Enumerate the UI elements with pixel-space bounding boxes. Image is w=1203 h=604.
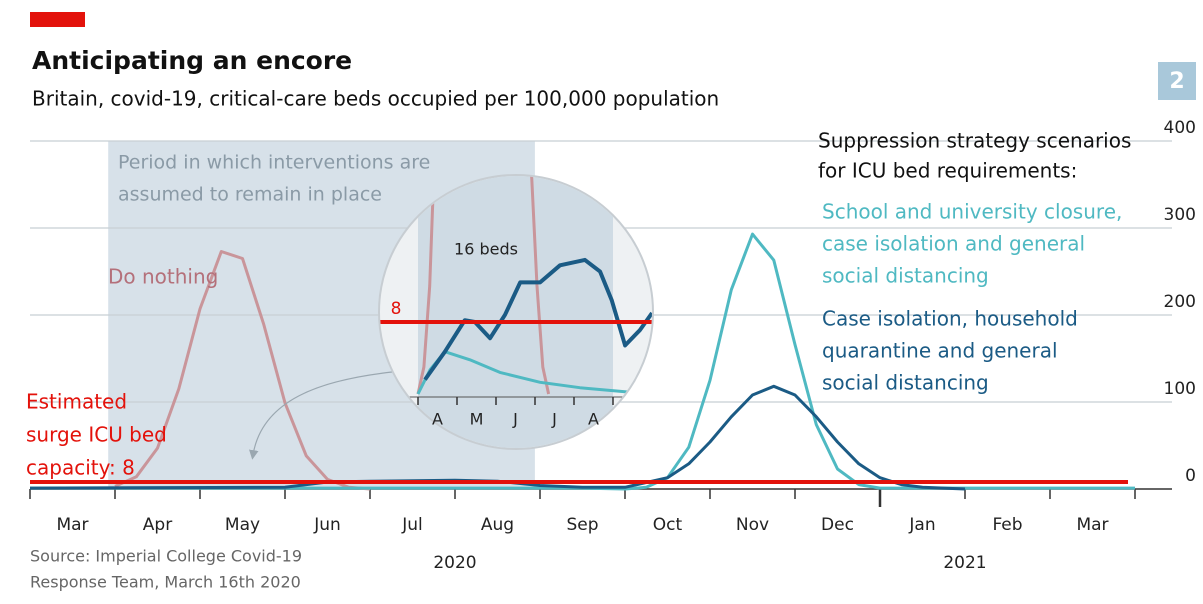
- y-tick-label: 400: [1164, 118, 1196, 138]
- y-tick-label: 0: [1185, 466, 1196, 486]
- inset-period: [418, 176, 613, 448]
- inset: A M J J A 8 16 beds: [378, 174, 654, 450]
- x-tick-label: Apr: [143, 515, 172, 535]
- year-label: 2021: [943, 553, 986, 573]
- x-tick-label: Jul: [401, 515, 423, 535]
- chart-subtitle: Britain, covid-19, critical-care beds oc…: [32, 87, 719, 111]
- y-tick-label: 300: [1164, 205, 1196, 225]
- legend-title: for ICU bed requirements:: [818, 159, 1077, 183]
- inset-x-label: M: [470, 410, 484, 429]
- period-label: Period in which interventions are: [118, 152, 430, 174]
- y-tick-label: 200: [1164, 292, 1196, 312]
- period-label: assumed to remain in place: [118, 184, 382, 206]
- brand-bar: [30, 12, 85, 27]
- inset-capacity-label: 8: [391, 299, 402, 319]
- badge-box: [1158, 62, 1196, 100]
- year-label: 2020: [433, 553, 476, 573]
- legend-entry: social distancing: [822, 371, 989, 395]
- inset-x-label: J: [512, 410, 518, 429]
- pointer-arrow: [249, 371, 393, 460]
- inset-x-label: A: [432, 410, 443, 429]
- inset-x-label: A: [588, 410, 599, 429]
- series-line: [30, 232, 1135, 491]
- inset-clip-group: [380, 176, 652, 448]
- series-annotation: Do nothing: [108, 265, 218, 289]
- x-tick-label: Jan: [908, 515, 935, 535]
- y-tick-label: 100: [1164, 379, 1196, 399]
- x-tick-label: Jun: [313, 515, 341, 535]
- x-tick-label: Dec: [821, 515, 854, 535]
- capacity-label: capacity: 8: [26, 456, 135, 480]
- source: Response Team, March 16th 2020: [30, 573, 301, 592]
- inset-series-line: [416, 176, 551, 395]
- legend-entry: Case isolation, household: [822, 307, 1078, 331]
- badge: 2: [1169, 69, 1184, 94]
- legend-title: Suppression strategy scenarios: [818, 129, 1131, 153]
- x-tick-label: Oct: [653, 515, 683, 535]
- x-tick-label: Aug: [481, 515, 514, 535]
- x-tick-label: Feb: [992, 515, 1022, 535]
- legend-entry: quarantine and general: [822, 339, 1058, 363]
- series-line: [114, 250, 371, 491]
- x-tick-label: Nov: [736, 515, 769, 535]
- chart-title: Anticipating an encore: [32, 46, 352, 75]
- x-tick-label: May: [225, 515, 260, 535]
- x-tick-label: Mar: [56, 515, 88, 535]
- capacity-label: Estimated: [26, 390, 127, 414]
- capacity-label: surge ICU bed: [26, 423, 167, 447]
- inset-x-label: J: [551, 410, 557, 429]
- x-tick-label: Mar: [1076, 515, 1108, 535]
- legend-entry: social distancing: [822, 264, 989, 288]
- source: Source: Imperial College Covid-19: [30, 547, 302, 566]
- inset-label: 16 beds: [454, 240, 518, 259]
- legend-entry: School and university closure,: [822, 200, 1122, 224]
- legend-entry: case isolation and general: [822, 232, 1085, 256]
- x-tick-label: Sep: [566, 515, 598, 535]
